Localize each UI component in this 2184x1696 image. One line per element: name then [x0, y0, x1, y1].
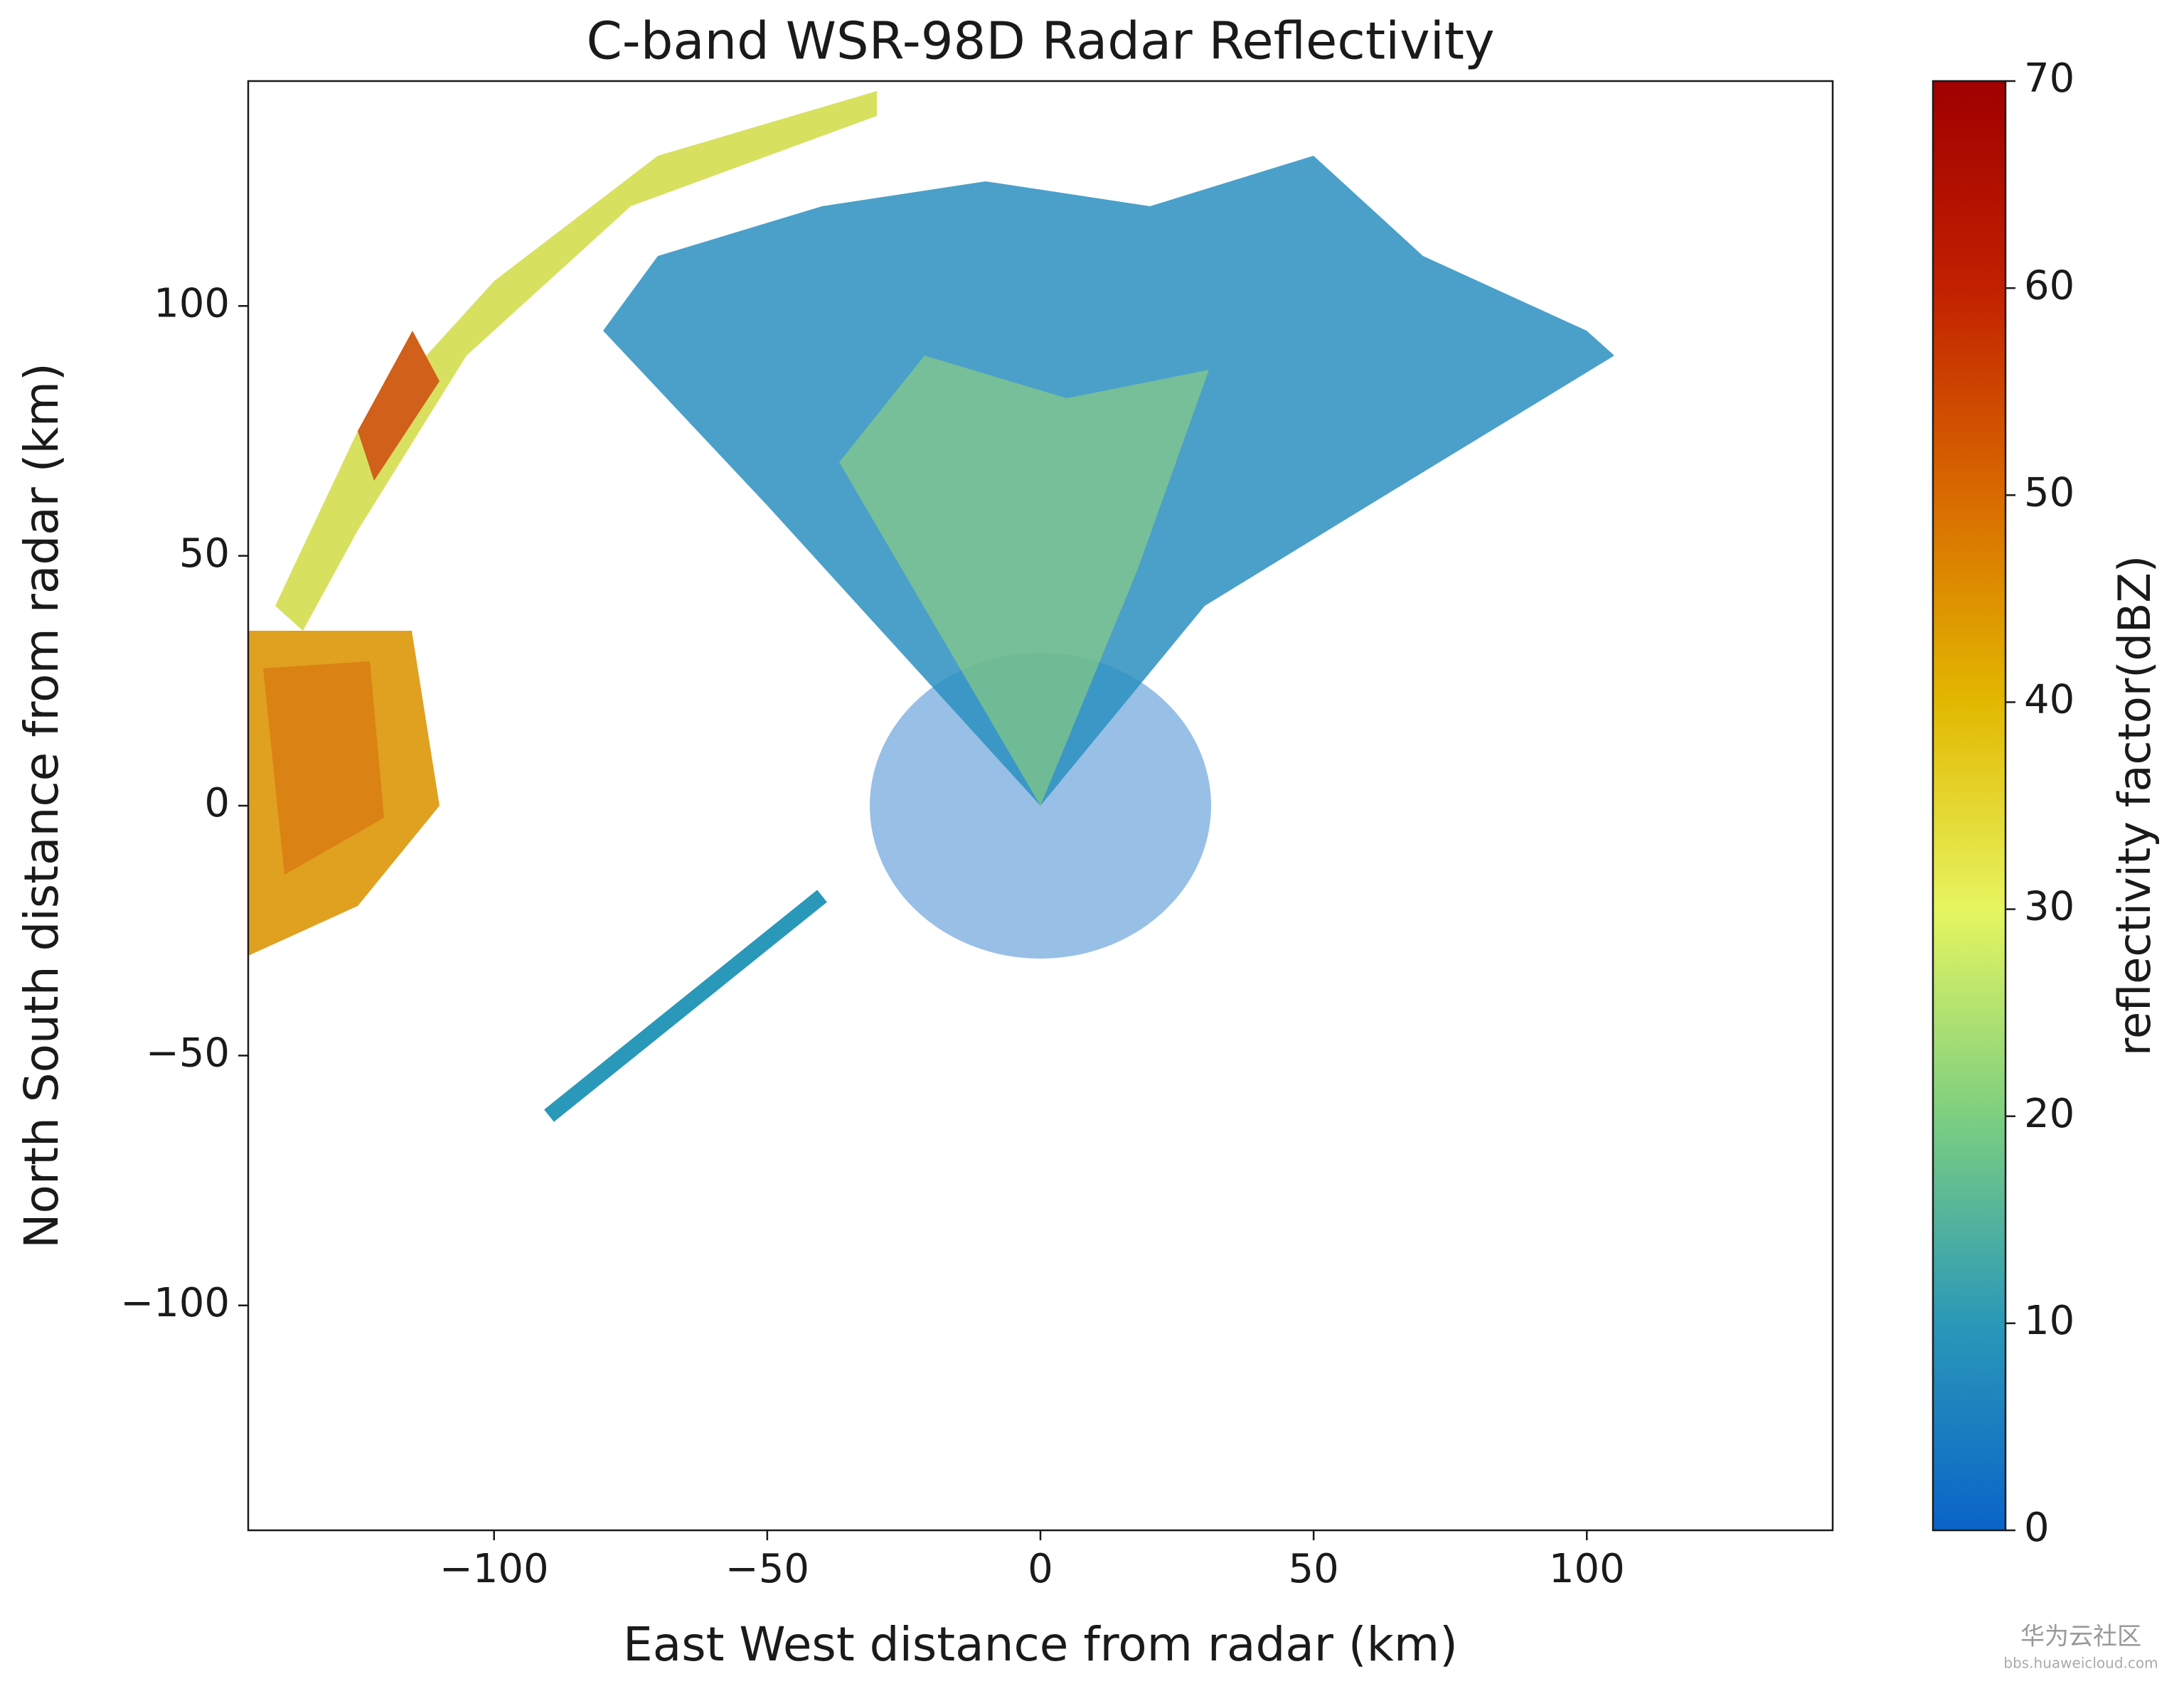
colorbar-tick-label: 0	[2024, 1505, 2050, 1551]
colorbar-tick-label: 30	[2024, 884, 2074, 930]
y-tick-label: 100	[154, 280, 230, 326]
x-axis-label: East West distance from radar (km)	[623, 1617, 1458, 1672]
x-tick-label: 100	[1549, 1546, 1625, 1592]
echo-arc-core	[358, 331, 440, 481]
colorbar-label: reflectivity factor(dBZ)	[2109, 555, 2161, 1056]
radar-echoes	[248, 91, 1614, 1122]
colorbar-tick-label: 40	[2024, 677, 2074, 723]
colorbar-tick-label: 20	[2024, 1091, 2074, 1137]
x-tick-label: 0	[1028, 1546, 1053, 1592]
colorbar-tick-label: 10	[2024, 1298, 2074, 1344]
x-tick-label: 50	[1289, 1546, 1339, 1592]
y-tick-label: −50	[146, 1030, 230, 1077]
y-tick-label: 0	[204, 780, 230, 826]
x-tick-label: −100	[440, 1546, 549, 1592]
y-tick-label: −100	[120, 1280, 230, 1326]
colorbar	[1932, 80, 2007, 1532]
watermark-title: 华为云社区	[2020, 1623, 2141, 1651]
echo-streak	[544, 890, 827, 1122]
colorbar-tick-label: 70	[2024, 55, 2074, 102]
echo-west-core	[263, 661, 384, 875]
watermark-url: bbs.huaweicloud.com	[2003, 1655, 2158, 1672]
y-tick-label: 50	[179, 530, 230, 577]
colorbar-tick-label: 60	[2024, 262, 2074, 309]
chart-title: C-band WSR-98D Radar Reflectivity	[586, 11, 1494, 71]
x-tick-label: −50	[725, 1546, 809, 1592]
colorbar-tick-label: 50	[2024, 469, 2074, 516]
y-axis-label: North South distance from radar (km)	[14, 363, 69, 1249]
echo-core	[839, 356, 1209, 806]
